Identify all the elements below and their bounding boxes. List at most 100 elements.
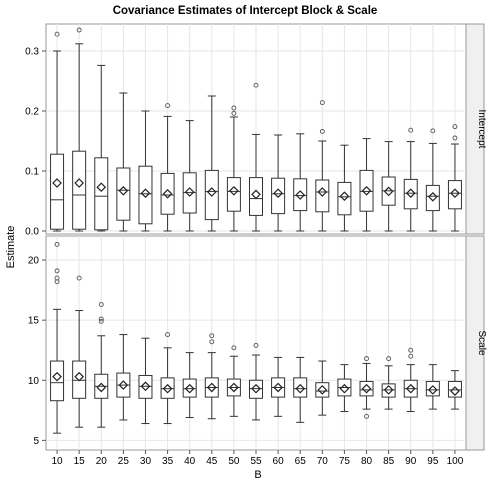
box-iqr — [337, 181, 352, 216]
box-mean-marker — [273, 382, 283, 393]
box-iqr — [293, 377, 308, 398]
x-tick-label: 80 — [361, 456, 373, 467]
y-tick-label: 20 — [28, 256, 40, 267]
box-outlier — [98, 302, 104, 307]
y-tick-label: 15 — [28, 316, 40, 327]
box-mean-marker — [295, 383, 306, 394]
box-iqr — [425, 380, 440, 397]
box-mean-marker — [229, 382, 239, 393]
box-mean-marker — [184, 383, 195, 394]
box-mean-marker — [140, 381, 151, 392]
x-tick-label: 25 — [118, 456, 130, 467]
x-tick-label: 35 — [162, 456, 174, 467]
y-tick-label: 0.0 — [25, 227, 39, 238]
x-tick-label: 30 — [140, 456, 152, 467]
box-outlier — [319, 128, 325, 134]
box-mean-marker — [361, 383, 372, 394]
box-outlier — [209, 339, 215, 345]
box-mean-marker — [162, 188, 173, 199]
box-mean-marker — [52, 371, 62, 382]
box-outlier — [98, 316, 104, 322]
box-mean-marker — [184, 187, 195, 197]
x-tick-label: 65 — [295, 456, 307, 467]
box-outlier — [253, 82, 259, 88]
box-iqr — [160, 172, 175, 215]
box-outlier — [319, 100, 325, 106]
box-iqr — [447, 380, 462, 398]
box-mean-marker — [405, 383, 416, 394]
panel-strip-label: Scale — [476, 330, 487, 355]
box-iqr — [249, 177, 263, 216]
box-mean-marker — [450, 188, 460, 199]
box-outlier — [231, 345, 237, 351]
box-outlier — [408, 347, 414, 353]
y-tick-label: 10 — [28, 376, 40, 387]
box-outlier — [452, 135, 458, 141]
x-axis-label: B — [254, 469, 261, 481]
box-mean-marker — [140, 188, 151, 199]
box-iqr — [204, 169, 219, 221]
box-iqr — [381, 383, 396, 398]
x-tick-label: 40 — [184, 456, 196, 467]
box-mean-marker — [251, 189, 261, 200]
x-tick-label: 95 — [427, 456, 439, 467]
box-mean-marker — [450, 386, 460, 396]
box-mean-marker — [206, 382, 217, 393]
chart-title: Covariance Estimates of Intercept Block … — [113, 5, 378, 17]
box-mean-marker — [361, 185, 372, 196]
box-iqr — [182, 378, 197, 398]
box-iqr — [425, 184, 440, 212]
box-mean-marker — [317, 187, 328, 197]
box-outlier — [231, 110, 237, 116]
box-iqr — [293, 178, 308, 212]
x-tick-label: 90 — [405, 456, 417, 467]
y-axis-label: Estimate — [5, 226, 17, 269]
box-outlier — [253, 342, 259, 348]
x-tick-label: 50 — [228, 456, 240, 467]
x-tick-label: 20 — [96, 456, 108, 467]
box-iqr — [315, 382, 330, 398]
box-iqr — [403, 178, 418, 210]
panel-strip — [465, 23, 485, 235]
x-tick-label: 10 — [51, 456, 63, 467]
box-iqr — [359, 380, 374, 397]
box-mean-marker — [52, 178, 62, 188]
x-tick-label: 60 — [273, 456, 285, 467]
box-mean-marker — [339, 383, 350, 394]
box-outlier — [165, 332, 171, 338]
box-outlier — [408, 353, 414, 359]
box-mean-marker — [229, 185, 239, 196]
box-iqr — [138, 374, 153, 399]
box-iqr — [94, 157, 109, 231]
box-iqr — [160, 377, 175, 399]
box-iqr — [447, 180, 462, 210]
x-tick-label: 85 — [383, 456, 395, 467]
box-iqr — [249, 379, 263, 399]
box-outlier — [76, 275, 82, 281]
box-outlier — [231, 105, 237, 111]
box-mean-marker — [162, 383, 173, 394]
box-outlier — [364, 356, 369, 362]
box-mean-marker — [383, 186, 394, 197]
box-outlier — [386, 356, 392, 362]
x-tick-label: 55 — [250, 456, 262, 467]
x-tick-label: 100 — [447, 456, 464, 467]
box-outlier — [54, 268, 60, 274]
box-mean-marker — [206, 187, 217, 197]
box-outlier — [364, 413, 369, 419]
box-mean-marker — [383, 385, 394, 395]
y-tick-label: 5 — [33, 436, 39, 447]
box-mean-marker — [96, 382, 107, 393]
x-tick-label: 75 — [339, 456, 351, 467]
y-tick-label: 0.3 — [25, 47, 39, 58]
box-mean-marker — [295, 190, 306, 200]
box-mean-marker — [273, 188, 283, 199]
box-iqr — [72, 150, 87, 230]
box-mean-marker — [96, 182, 107, 193]
panel-strip-label: Intercept — [476, 110, 487, 149]
box-mean-marker — [317, 385, 328, 395]
box-outlier — [165, 103, 171, 109]
box-outlier — [54, 275, 60, 281]
